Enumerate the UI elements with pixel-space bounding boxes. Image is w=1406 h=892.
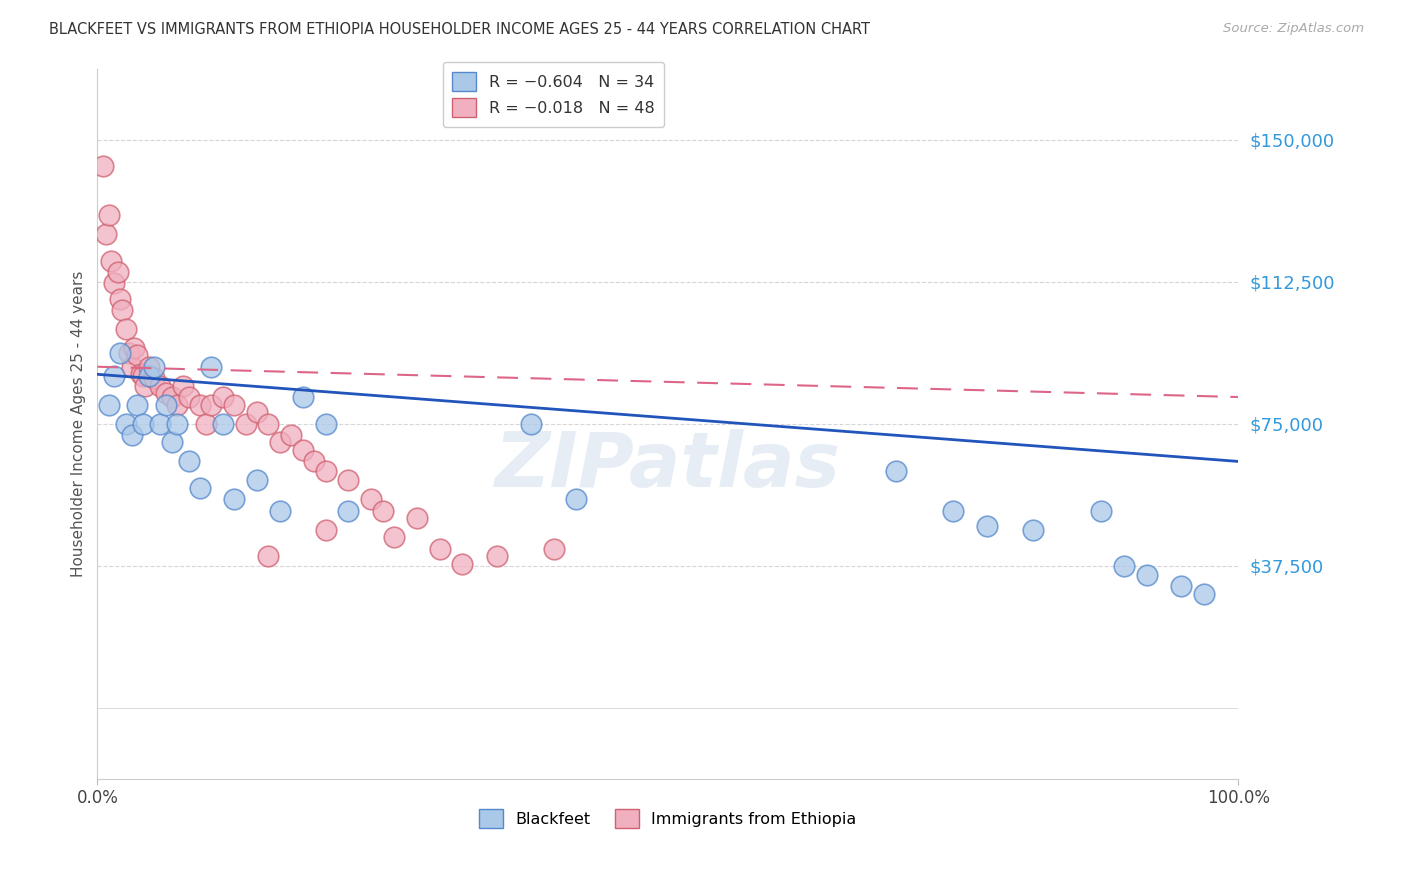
Legend: Blackfeet, Immigrants from Ethiopia: Blackfeet, Immigrants from Ethiopia — [472, 802, 863, 835]
Point — [1136, 568, 1159, 582]
Point — [1112, 558, 1135, 573]
Point — [143, 371, 166, 385]
Point — [121, 428, 143, 442]
Point — [115, 417, 138, 431]
Point — [429, 541, 451, 556]
Point — [200, 359, 222, 374]
Point — [315, 464, 337, 478]
Point — [177, 454, 200, 468]
Point — [143, 359, 166, 374]
Point — [91, 159, 114, 173]
Point — [108, 292, 131, 306]
Point — [155, 398, 177, 412]
Point — [337, 474, 360, 488]
Point — [1192, 587, 1215, 601]
Point — [257, 417, 280, 431]
Text: BLACKFEET VS IMMIGRANTS FROM ETHIOPIA HOUSEHOLDER INCOME AGES 25 - 44 YEARS CORR: BLACKFEET VS IMMIGRANTS FROM ETHIOPIA HO… — [49, 22, 870, 37]
Point — [160, 390, 183, 404]
Point — [121, 359, 143, 374]
Point — [1170, 579, 1192, 593]
Point — [103, 369, 125, 384]
Point — [108, 345, 131, 359]
Point — [134, 378, 156, 392]
Point — [291, 390, 314, 404]
Point — [118, 345, 141, 359]
Point — [127, 398, 149, 412]
Point — [371, 503, 394, 517]
Point — [97, 398, 120, 412]
Text: ZIPatlas: ZIPatlas — [495, 429, 841, 503]
Point — [1090, 503, 1112, 517]
Point — [269, 435, 291, 450]
Point — [1022, 523, 1045, 537]
Point — [269, 503, 291, 517]
Point — [302, 454, 325, 468]
Point — [100, 253, 122, 268]
Point — [246, 474, 269, 488]
Point — [315, 417, 337, 431]
Point — [360, 492, 382, 507]
Point — [149, 417, 172, 431]
Point — [337, 503, 360, 517]
Point — [211, 390, 233, 404]
Point — [132, 417, 155, 431]
Point — [160, 435, 183, 450]
Text: Source: ZipAtlas.com: Source: ZipAtlas.com — [1223, 22, 1364, 36]
Point — [315, 523, 337, 537]
Point — [520, 417, 543, 431]
Point — [224, 492, 246, 507]
Point — [200, 398, 222, 412]
Point — [115, 322, 138, 336]
Point — [188, 398, 211, 412]
Point — [138, 359, 160, 374]
Point — [97, 208, 120, 222]
Point — [884, 464, 907, 478]
Point — [107, 265, 129, 279]
Point — [257, 549, 280, 563]
Point — [155, 386, 177, 401]
Point — [103, 277, 125, 291]
Point — [485, 549, 508, 563]
Y-axis label: Householder Income Ages 25 - 44 years: Householder Income Ages 25 - 44 years — [72, 270, 86, 577]
Point — [127, 348, 149, 362]
Point — [224, 398, 246, 412]
Point — [280, 428, 302, 442]
Point — [111, 302, 134, 317]
Point — [382, 530, 405, 544]
Point — [138, 369, 160, 384]
Point — [149, 378, 172, 392]
Point — [132, 369, 155, 384]
Point — [291, 443, 314, 458]
Point — [451, 557, 474, 571]
Point — [188, 481, 211, 495]
Point — [129, 368, 152, 382]
Point — [96, 227, 118, 242]
Point — [211, 417, 233, 431]
Point — [194, 417, 217, 431]
Point — [166, 398, 188, 412]
Point — [976, 518, 998, 533]
Point — [122, 341, 145, 355]
Point — [172, 378, 194, 392]
Point — [405, 511, 427, 525]
Point — [942, 503, 965, 517]
Point — [177, 390, 200, 404]
Point — [565, 492, 588, 507]
Point — [235, 417, 257, 431]
Point — [543, 541, 565, 556]
Point — [246, 405, 269, 419]
Point — [166, 417, 188, 431]
